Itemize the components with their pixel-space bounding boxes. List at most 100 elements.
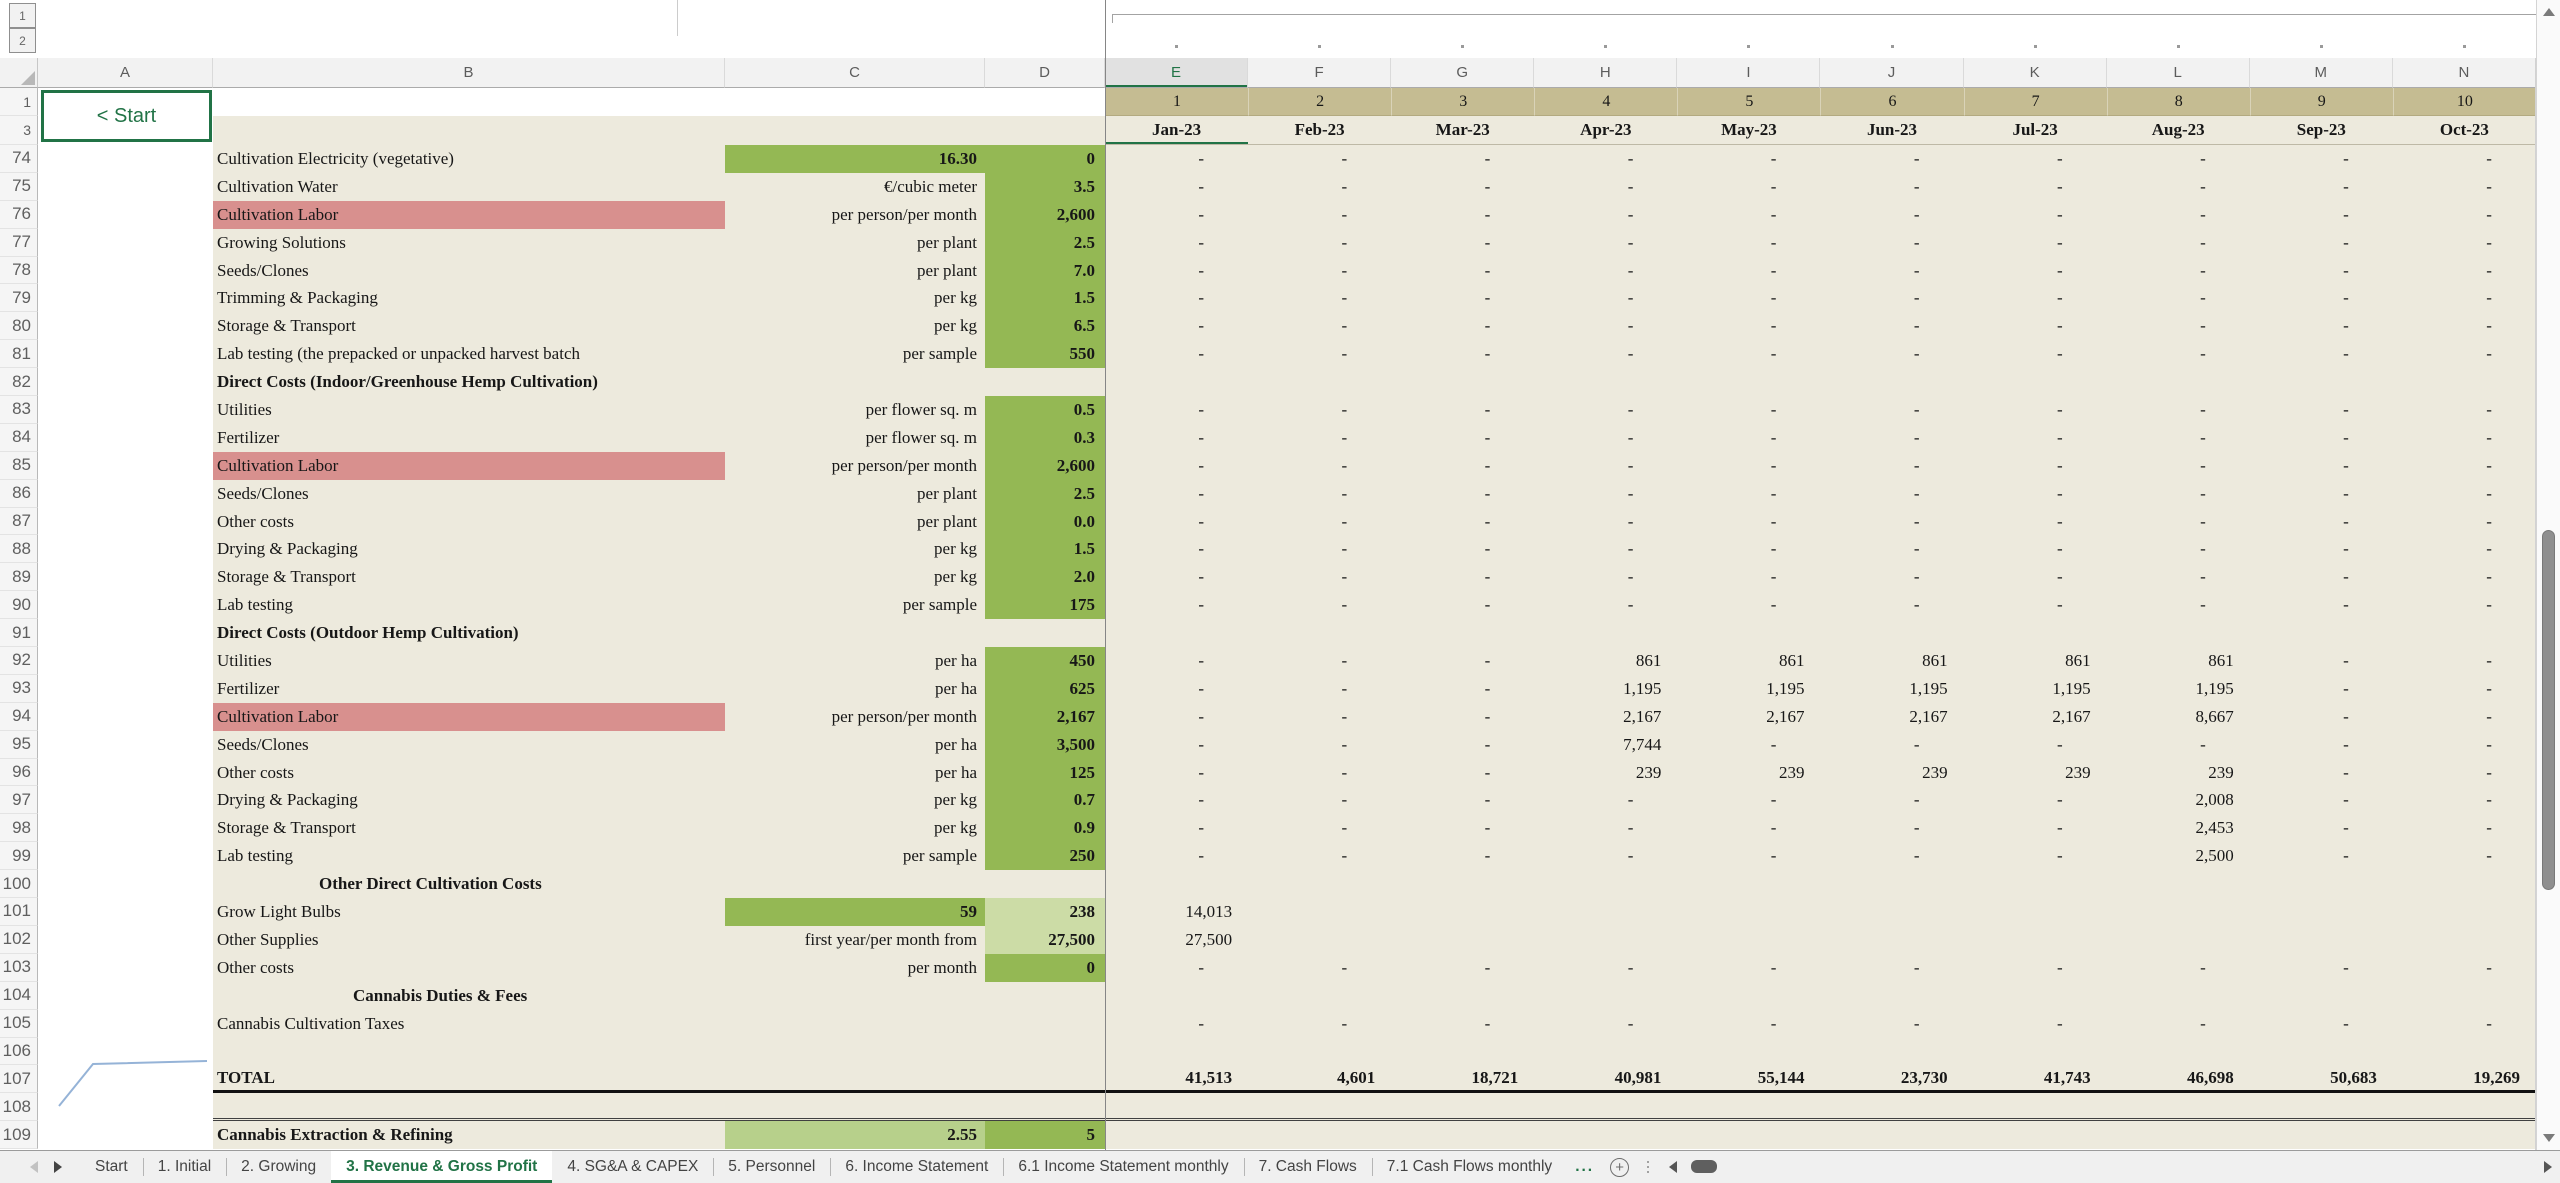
data-cell[interactable]: - xyxy=(1248,200,1392,229)
data-cell[interactable]: - xyxy=(1963,284,2107,313)
data-cell[interactable]: - xyxy=(2392,284,2536,313)
unit-cell[interactable]: per sample xyxy=(725,591,985,620)
data-cell[interactable]: - xyxy=(2106,563,2250,592)
month-cell-Oct-23[interactable]: Oct-23 xyxy=(2392,116,2536,145)
cell-A79[interactable] xyxy=(38,284,213,313)
data-cell[interactable]: - xyxy=(1534,814,1678,843)
row-label-cell[interactable]: Cannabis Duties & Fees xyxy=(213,981,725,1010)
data-cell[interactable]: - xyxy=(1820,228,1964,257)
data-cell[interactable]: - xyxy=(2249,396,2393,424)
data-cell[interactable]: - xyxy=(1248,786,1392,815)
data-cell[interactable]: - xyxy=(1248,674,1392,703)
data-cell[interactable]: - xyxy=(1963,479,2107,508)
data-cell[interactable] xyxy=(1534,1037,1678,1066)
row-header-80[interactable]: 80 xyxy=(0,312,38,341)
unit-cell[interactable]: per kg xyxy=(725,284,985,313)
column-header-L[interactable]: L xyxy=(2106,58,2250,88)
data-cell[interactable]: 18,721 xyxy=(1391,1065,1535,1094)
data-cell[interactable]: - xyxy=(1105,758,1249,787)
data-cell[interactable]: 239 xyxy=(1677,758,1821,787)
data-cell[interactable]: - xyxy=(1677,814,1821,843)
cell-D1[interactable] xyxy=(985,88,1105,116)
outline-level-1-button[interactable]: 1 xyxy=(9,3,36,28)
data-cell[interactable]: - xyxy=(2249,814,2393,843)
data-cell[interactable]: - xyxy=(2392,145,2536,173)
data-cell[interactable]: - xyxy=(1391,172,1535,201)
data-cell[interactable]: - xyxy=(1963,228,2107,257)
cell-A90[interactable] xyxy=(38,591,213,620)
data-cell[interactable]: - xyxy=(1677,172,1821,201)
data-cell[interactable]: - xyxy=(1963,256,2107,285)
data-cell[interactable]: - xyxy=(2392,702,2536,731)
row-label-cell[interactable]: Cultivation Electricity (vegetative) xyxy=(213,145,725,173)
data-cell[interactable] xyxy=(1248,981,1392,1010)
column-header-K[interactable]: K xyxy=(1963,58,2107,88)
data-cell[interactable]: - xyxy=(1963,563,2107,592)
data-cell[interactable]: - xyxy=(1391,507,1535,536)
data-cell[interactable]: - xyxy=(1105,200,1249,229)
cell-A85[interactable] xyxy=(38,451,213,480)
data-cell[interactable] xyxy=(1963,925,2107,954)
data-cell[interactable]: - xyxy=(1248,312,1392,341)
data-cell[interactable]: - xyxy=(2392,479,2536,508)
cell-A80[interactable] xyxy=(38,312,213,341)
data-cell[interactable]: - xyxy=(2249,786,2393,815)
period-cell-5[interactable]: 5 xyxy=(1677,88,1821,116)
data-cell[interactable]: - xyxy=(2249,674,2393,703)
cell-A107[interactable] xyxy=(38,1065,213,1094)
unit-cell[interactable]: per sample xyxy=(725,340,985,369)
data-cell[interactable]: - xyxy=(2249,730,2393,759)
data-cell[interactable]: - xyxy=(1677,563,1821,592)
row-label-cell[interactable]: Storage & Transport xyxy=(213,312,725,341)
data-cell[interactable]: - xyxy=(1391,814,1535,843)
data-cell[interactable]: - xyxy=(1963,396,2107,424)
data-cell[interactable]: - xyxy=(1677,256,1821,285)
row-header-87[interactable]: 87 xyxy=(0,507,38,536)
data-cell[interactable]: - xyxy=(1820,451,1964,480)
month-cell-Jun-23[interactable]: Jun-23 xyxy=(1820,116,1964,145)
cell-A77[interactable] xyxy=(38,228,213,257)
data-cell[interactable]: - xyxy=(1248,256,1392,285)
data-cell[interactable] xyxy=(1963,981,2107,1010)
column-header-H[interactable]: H xyxy=(1534,58,1678,88)
data-cell[interactable]: - xyxy=(1391,591,1535,620)
data-cell[interactable]: - xyxy=(2249,145,2393,173)
vertical-scrollbar-thumb[interactable] xyxy=(2542,530,2555,890)
data-cell[interactable]: 2,167 xyxy=(1963,702,2107,731)
data-cell[interactable] xyxy=(1391,898,1535,926)
column-header-B[interactable]: B xyxy=(213,58,725,88)
data-cell[interactable]: - xyxy=(2106,340,2250,369)
data-cell[interactable] xyxy=(1391,870,1535,899)
data-cell[interactable] xyxy=(2392,898,2536,926)
unit-cell[interactable]: per kg xyxy=(725,786,985,815)
period-cell-8[interactable]: 8 xyxy=(2106,88,2250,116)
data-cell[interactable]: - xyxy=(2106,312,2250,341)
value-cell[interactable]: 0 xyxy=(985,145,1105,173)
cell-A88[interactable] xyxy=(38,535,213,564)
month-cell-Mar-23[interactable]: Mar-23 xyxy=(1391,116,1535,145)
data-cell[interactable]: - xyxy=(2249,451,2393,480)
data-cell[interactable]: - xyxy=(1105,814,1249,843)
tab-5-personnel[interactable]: 5. Personnel xyxy=(713,1151,830,1183)
data-cell[interactable]: 14,013 xyxy=(1105,898,1249,926)
data-cell[interactable]: - xyxy=(2249,256,2393,285)
data-cell[interactable]: - xyxy=(1105,1009,1249,1038)
unit-cell[interactable]: per person/per month xyxy=(725,451,985,480)
data-cell[interactable] xyxy=(1677,1121,1821,1150)
tab-1-initial[interactable]: 1. Initial xyxy=(142,1151,226,1183)
data-cell[interactable] xyxy=(1963,1121,2107,1150)
row-label-cell[interactable]: Other costs xyxy=(213,758,725,787)
cell-A102[interactable] xyxy=(38,925,213,954)
unit-cell[interactable]: per plant xyxy=(725,256,985,285)
row-header-91[interactable]: 91 xyxy=(0,619,38,648)
tab-6-income-statement[interactable]: 6. Income Statement xyxy=(830,1151,1003,1183)
data-cell[interactable] xyxy=(1391,1037,1535,1066)
value-cell[interactable]: 0 xyxy=(985,953,1105,982)
data-cell[interactable] xyxy=(1391,981,1535,1010)
row-label-cell[interactable]: Other costs xyxy=(213,953,725,982)
row-header-85[interactable]: 85 xyxy=(0,451,38,480)
data-cell[interactable]: 239 xyxy=(1963,758,2107,787)
data-cell[interactable]: - xyxy=(1105,256,1249,285)
data-cell[interactable] xyxy=(1820,1037,1964,1066)
value-cell[interactable]: 0.0 xyxy=(985,507,1105,536)
